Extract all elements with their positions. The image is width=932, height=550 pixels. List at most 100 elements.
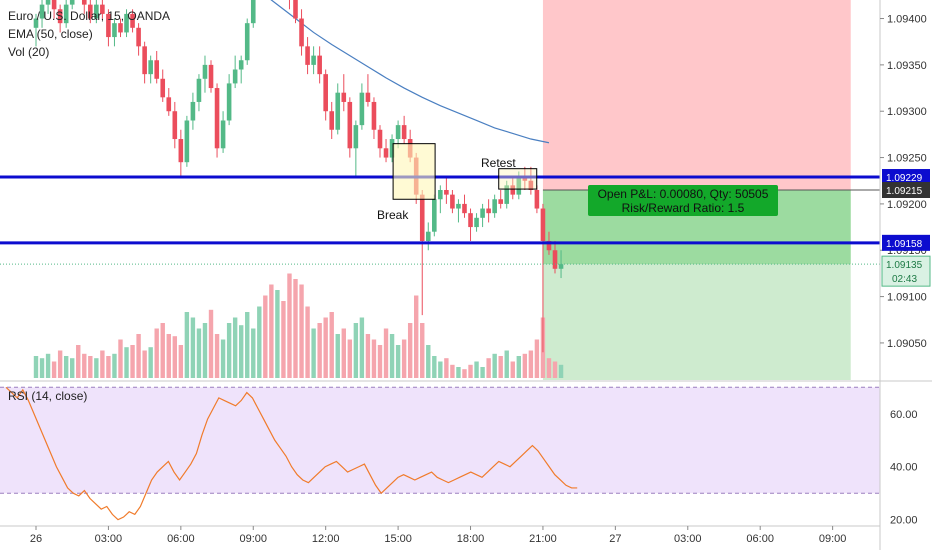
volume-bar <box>94 358 99 378</box>
candle-body <box>534 190 540 209</box>
pnl-line-1: Open P&L: 0.00080, Qty: 50505 <box>598 187 769 201</box>
volume-bar <box>504 350 509 378</box>
time-tick-label: 26 <box>30 533 42 545</box>
candle <box>112 18 117 47</box>
rsi-band <box>0 387 880 494</box>
candle <box>202 55 208 93</box>
volume-bar <box>220 339 226 378</box>
candle <box>45 0 51 14</box>
volume-bar <box>166 334 171 378</box>
volume-bar <box>118 339 123 378</box>
candle-body <box>474 217 479 228</box>
volume-bar <box>106 356 111 378</box>
candle <box>341 74 347 112</box>
volume-bar <box>414 295 419 378</box>
volume-bar <box>70 358 75 378</box>
volume-bar <box>377 345 383 378</box>
candle-body <box>444 190 449 195</box>
candle-body <box>94 4 99 19</box>
candle <box>474 213 479 232</box>
candle <box>39 0 45 28</box>
candle-body <box>335 92 341 130</box>
volume-bar <box>178 345 184 378</box>
candle <box>299 9 304 56</box>
ema-legend: EMA (50, close) <box>8 27 93 41</box>
candle <box>377 125 383 158</box>
candle-body <box>492 199 497 214</box>
candle-body <box>154 60 159 79</box>
volume-bar <box>130 345 135 378</box>
candle-body <box>425 231 431 241</box>
volume-bar <box>269 284 274 378</box>
candle-body <box>33 18 39 28</box>
price-tick-label: 1.09350 <box>887 60 927 72</box>
candle <box>359 83 365 130</box>
candle <box>178 129 184 177</box>
volume-bar <box>438 361 443 378</box>
volume-bar <box>160 323 165 378</box>
volume-bar <box>371 339 377 378</box>
candle <box>438 185 443 214</box>
volume-bar <box>57 350 63 378</box>
candle <box>160 69 166 102</box>
candle-body <box>166 97 172 112</box>
volume-bar <box>154 328 159 378</box>
candle-body <box>106 13 111 38</box>
volume-bar <box>45 353 51 378</box>
volume-bar <box>383 328 389 378</box>
candle <box>69 0 75 10</box>
candle <box>100 0 105 19</box>
candle-body <box>377 129 383 149</box>
candle-body <box>51 0 57 10</box>
candle <box>419 190 425 316</box>
time-tick-label: 09:00 <box>239 533 267 545</box>
candle <box>154 50 159 84</box>
candle-body <box>359 92 365 126</box>
candle <box>51 0 57 19</box>
candle <box>317 46 322 84</box>
volume-bar <box>275 290 280 378</box>
price-tick-label: 1.09250 <box>887 153 927 165</box>
volume-bar <box>462 369 467 378</box>
candle-body <box>504 185 510 204</box>
candle <box>57 4 63 33</box>
volume-bar <box>389 334 395 378</box>
pnl-box <box>588 185 778 216</box>
candle-body <box>341 92 347 102</box>
level-price-tag <box>882 169 930 186</box>
volume-bar <box>365 334 371 378</box>
candle-body <box>100 4 105 14</box>
volume-bar <box>468 364 473 378</box>
candle <box>504 180 510 209</box>
entry-price-tag <box>882 182 930 198</box>
candle <box>425 222 431 251</box>
candle <box>498 190 503 209</box>
candle-body <box>347 101 353 149</box>
candle <box>383 139 389 163</box>
candle <box>323 69 328 121</box>
candle-body <box>172 111 178 140</box>
volume-bar <box>184 312 190 378</box>
candle <box>106 9 111 47</box>
candle <box>534 185 540 214</box>
volume-bar <box>552 361 558 378</box>
volume-bar <box>426 345 431 378</box>
candle-body <box>69 0 75 5</box>
candle <box>88 0 93 24</box>
candle-body <box>39 4 45 19</box>
volume-bar <box>456 367 461 378</box>
volume-bar <box>480 367 485 378</box>
candle <box>486 199 491 223</box>
pnl-line-2: Risk/Reward Ratio: 1.5 <box>622 201 745 215</box>
candle-body <box>395 125 401 140</box>
volume-bar <box>202 323 208 378</box>
volume-bar <box>323 317 328 378</box>
time-tick-label: 27 <box>609 533 621 545</box>
candle-body <box>317 55 322 75</box>
volume-bar <box>317 323 322 378</box>
candle <box>293 0 298 24</box>
volume-bar <box>546 358 552 378</box>
volume-bar <box>341 328 346 378</box>
